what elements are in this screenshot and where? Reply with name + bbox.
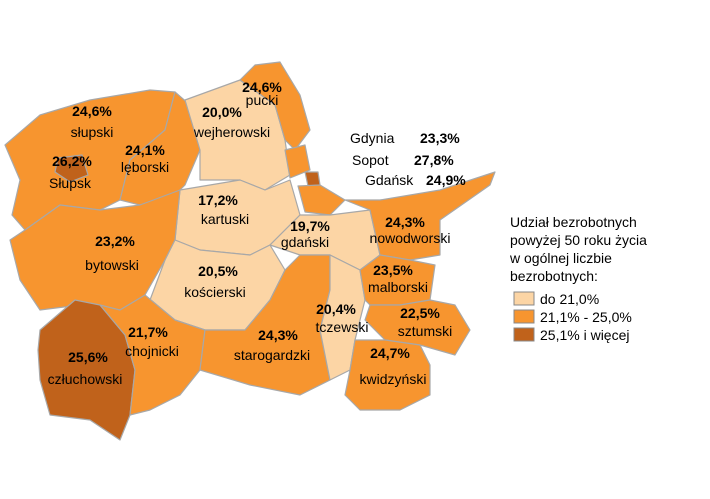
- region-name: kwidzyński: [360, 371, 427, 387]
- region-value: 23,3%: [420, 130, 460, 146]
- region: [364, 299, 471, 356]
- legend-label: 21,1% - 25,0%: [540, 309, 632, 325]
- region-value: 20,4%: [316, 301, 356, 317]
- region-value: 26,2%: [52, 153, 92, 169]
- region: [344, 339, 431, 411]
- region: [239, 61, 311, 151]
- region-value: 17,2%: [198, 192, 238, 208]
- region-value: 23,5%: [373, 262, 413, 278]
- region-value: 25,6%: [68, 349, 108, 365]
- region-name: kościerski: [184, 284, 245, 300]
- legend-label: do 21,0%: [540, 291, 599, 307]
- region-value: 22,5%: [400, 305, 440, 321]
- region-name: słupski: [71, 124, 114, 140]
- region-name: Gdańsk: [365, 172, 414, 188]
- region-value: 19,7%: [290, 218, 330, 234]
- region-name: bytowski: [85, 257, 139, 273]
- region-name: pucki: [246, 92, 279, 108]
- region-value: 24,7%: [370, 345, 410, 361]
- legend-swatch: [513, 309, 535, 324]
- region-name: wejherowski: [193, 124, 270, 140]
- region-value: 24,3%: [385, 214, 425, 230]
- region-value: 23,2%: [95, 233, 135, 249]
- region-name: nowodworski: [370, 230, 451, 246]
- region-name: Sopot: [352, 152, 389, 168]
- region: [99, 294, 206, 416]
- region-name: kartuski: [201, 211, 249, 227]
- legend-title: Udział bezrobotnych: [510, 214, 637, 230]
- region-name: gdański: [281, 234, 329, 250]
- region-name: lęborski: [121, 159, 169, 175]
- region: [304, 171, 321, 187]
- region-name: malborski: [368, 279, 428, 295]
- region-value: 21,7%: [128, 324, 168, 340]
- region-name: człuchowski: [48, 371, 123, 387]
- region-value: 24,6%: [242, 79, 282, 95]
- legend-title: powyżej 50 roku życia: [510, 232, 647, 248]
- legend-title: w ogólnej liczbie: [509, 250, 612, 266]
- region: [297, 184, 346, 216]
- legend-title: bezrobotnych:: [510, 268, 598, 284]
- region-name: Słupsk: [49, 175, 92, 191]
- region-name: chojnicki: [125, 343, 179, 359]
- region-value: 20,5%: [198, 263, 238, 279]
- region: [54, 154, 89, 183]
- legend-swatch: [513, 291, 535, 306]
- region-value: 24,1%: [125, 142, 165, 158]
- region-name: sztumski: [398, 323, 452, 339]
- region-value: 20,0%: [202, 104, 242, 120]
- region-name: starogardzki: [234, 347, 310, 363]
- region: [344, 171, 496, 261]
- region-value: 27,8%: [414, 152, 454, 168]
- region-name: tczewski: [316, 319, 369, 335]
- region-name: Gdynia: [350, 130, 395, 146]
- region-value: 24,6%: [72, 103, 112, 119]
- region-value: 24,3%: [258, 327, 298, 343]
- region: [9, 189, 181, 311]
- region: [284, 144, 311, 179]
- region: [37, 299, 136, 441]
- legend-label: 25,1% i więcej: [540, 327, 630, 343]
- region-value: 24,9%: [426, 172, 466, 188]
- legend-swatch: [513, 327, 535, 342]
